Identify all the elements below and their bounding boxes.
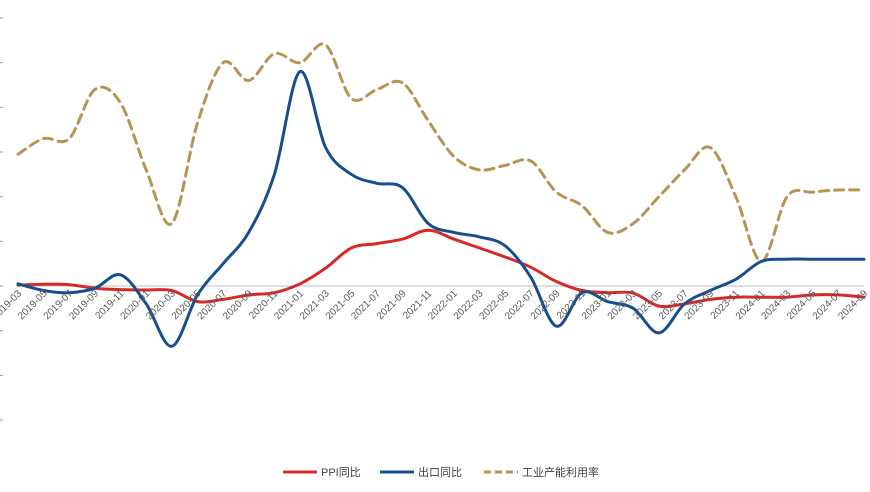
legend-item: 出口同比 (380, 465, 462, 479)
legend-item: PPI同比 (283, 466, 361, 479)
series-line-3 (16, 42, 866, 263)
legend-label: PPI同比 (321, 466, 361, 479)
legend-item: 工业产能利用率 (484, 465, 599, 479)
series-line-1 (16, 228, 866, 309)
legend-label: 工业产能利用率 (522, 465, 599, 479)
legend: PPI同比 出口同比 工业产能利用率 (283, 465, 599, 479)
axis-layer (0, 17, 864, 421)
series-line-2 (16, 70, 866, 348)
x-tick-labels: 2019-032019-052019-072019-092019-112020-… (0, 288, 870, 322)
series-layer (16, 42, 866, 348)
legend-label: 出口同比 (418, 465, 462, 479)
